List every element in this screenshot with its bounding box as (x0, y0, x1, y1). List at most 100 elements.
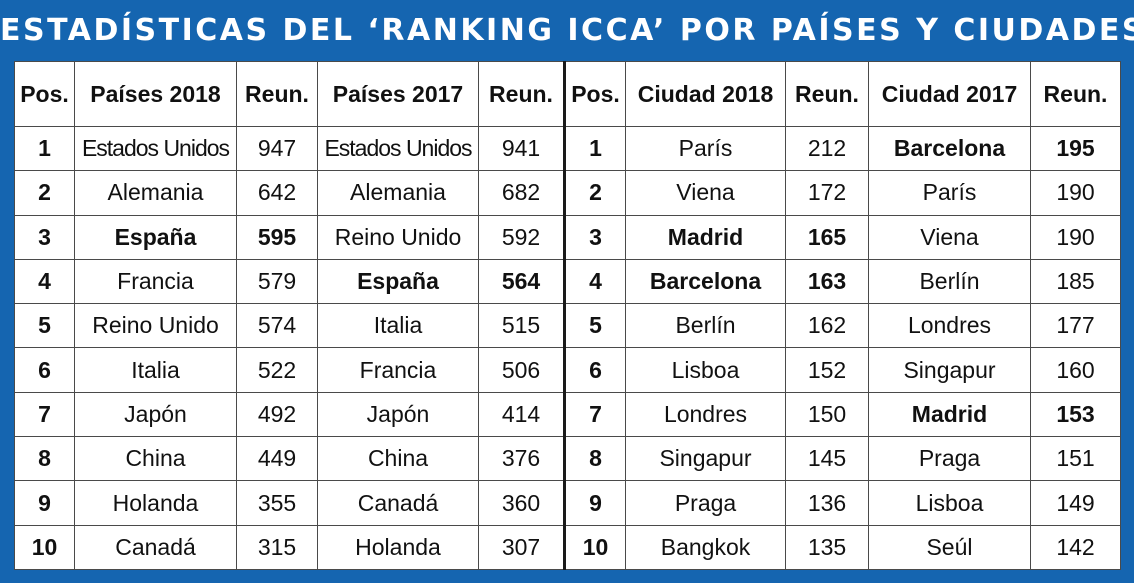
cell-reun-ciudad-2018: 152 (785, 347, 869, 393)
cell-ciudad-2018: Lisboa (625, 347, 786, 393)
cell-pos-ciudad: 10 (564, 524, 626, 571)
cell-pos-ciudad: 7 (564, 391, 626, 438)
cell-pos-ciudad: 1 (564, 125, 626, 172)
cell-ciudad-2018: Londres (625, 391, 786, 438)
cell-pos: 3 (14, 214, 75, 260)
table-row: 7 Japón 492 Japón 414 7 Londres 150 Madr… (14, 391, 1121, 438)
cell-pos: 4 (14, 258, 75, 305)
cell-reun-ciudad-2017: 149 (1030, 480, 1121, 526)
cell-pais-2017: Alemania (317, 170, 479, 216)
cell-reun-pais-2017: 592 (478, 214, 566, 260)
cell-reun-pais-2018: 492 (236, 391, 318, 438)
cell-pos-ciudad: 3 (564, 214, 626, 260)
cell-reun-ciudad-2017: 160 (1030, 347, 1121, 393)
cell-pos: 1 (14, 125, 75, 172)
table-row: 3 España 595 Reino Unido 592 3 Madrid 16… (14, 214, 1121, 260)
cell-pais-2017: Italia (317, 303, 479, 349)
cell-reun-ciudad-2017: 142 (1030, 524, 1121, 571)
cell-ciudad-2017: Viena (868, 214, 1031, 260)
cell-reun-ciudad-2018: 212 (785, 125, 869, 172)
table-row: 9 Holanda 355 Canadá 360 9 Praga 136 Lis… (14, 480, 1121, 526)
cell-pais-2018: Japón (74, 391, 237, 438)
cell-reun-pais-2017: 682 (478, 170, 566, 216)
cell-pos-ciudad: 5 (564, 303, 626, 349)
cell-ciudad-2018: Praga (625, 480, 786, 526)
cell-pos: 7 (14, 391, 75, 438)
table-row: 5 Reino Unido 574 Italia 515 5 Berlín 16… (14, 303, 1121, 349)
cell-reun-pais-2018: 522 (236, 347, 318, 393)
cell-pos-ciudad: 9 (564, 480, 626, 526)
header-pos-ciudades: Pos. (564, 61, 626, 127)
cell-pais-2017: Estados Unidos (317, 125, 479, 172)
cell-pais-2018: Holanda (74, 480, 237, 526)
cell-pais-2017: Reino Unido (317, 214, 479, 260)
cell-ciudad-2017: Barcelona (868, 125, 1031, 172)
table-row: 8 China 449 China 376 8 Singapur 145 Pra… (14, 436, 1121, 482)
cell-reun-ciudad-2018: 135 (785, 524, 869, 571)
cell-pais-2017: China (317, 436, 479, 482)
cell-reun-pais-2018: 449 (236, 436, 318, 482)
cell-reun-ciudad-2017: 177 (1030, 303, 1121, 349)
cell-ciudad-2018: Barcelona (625, 258, 786, 305)
cell-pos: 9 (14, 480, 75, 526)
cell-reun-pais-2017: 376 (478, 436, 566, 482)
header-pos: Pos. (14, 61, 75, 127)
cell-ciudad-2017: Singapur (868, 347, 1031, 393)
cell-ciudad-2017: Lisboa (868, 480, 1031, 526)
cell-reun-pais-2018: 579 (236, 258, 318, 305)
cell-reun-ciudad-2017: 185 (1030, 258, 1121, 305)
cell-reun-pais-2017: 941 (478, 125, 566, 172)
cell-reun-pais-2017: 515 (478, 303, 566, 349)
cell-pos-ciudad: 6 (564, 347, 626, 393)
table-row: 4 Francia 579 España 564 4 Barcelona 163… (14, 258, 1121, 305)
cell-pais-2018: Canadá (74, 524, 237, 571)
cell-reun-ciudad-2017: 190 (1030, 214, 1121, 260)
header-reun-paises-2017: Reun. (478, 61, 566, 127)
cell-reun-ciudad-2018: 165 (785, 214, 869, 260)
cell-reun-pais-2018: 947 (236, 125, 318, 172)
ranking-table-panel: Pos. Países 2018 Reun. Países 2017 Reun.… (14, 61, 1121, 571)
cell-ciudad-2017: Seúl (868, 524, 1031, 571)
cell-pos: 8 (14, 436, 75, 482)
cell-pos: 6 (14, 347, 75, 393)
header-reun-paises-2018: Reun. (236, 61, 318, 127)
cell-reun-pais-2018: 315 (236, 524, 318, 571)
cell-reun-ciudad-2018: 150 (785, 391, 869, 438)
ranking-table: Pos. Países 2018 Reun. Países 2017 Reun.… (14, 61, 1121, 571)
cell-pais-2017: España (317, 258, 479, 305)
cell-reun-ciudad-2018: 162 (785, 303, 869, 349)
cell-reun-ciudad-2017: 151 (1030, 436, 1121, 482)
cell-pais-2018: China (74, 436, 237, 482)
cell-pais-2018: Italia (74, 347, 237, 393)
cell-reun-ciudad-2018: 163 (785, 258, 869, 305)
cell-ciudad-2018: Viena (625, 170, 786, 216)
cell-reun-pais-2017: 307 (478, 524, 566, 571)
cell-reun-ciudad-2017: 153 (1030, 391, 1121, 438)
cell-pos: 2 (14, 170, 75, 216)
cell-ciudad-2017: París (868, 170, 1031, 216)
cell-ciudad-2018: Singapur (625, 436, 786, 482)
cell-reun-ciudad-2018: 136 (785, 480, 869, 526)
cell-pais-2017: Canadá (317, 480, 479, 526)
cell-ciudad-2018: Madrid (625, 214, 786, 260)
cell-reun-ciudad-2018: 145 (785, 436, 869, 482)
cell-pais-2018: Francia (74, 258, 237, 305)
cell-pais-2018: Reino Unido (74, 303, 237, 349)
cell-ciudad-2018: Berlín (625, 303, 786, 349)
cell-ciudad-2017: Praga (868, 436, 1031, 482)
cell-pais-2018: Estados Unidos (74, 125, 237, 172)
header-ciudad-2018: Ciudad 2018 (625, 61, 786, 127)
table-row: 6 Italia 522 Francia 506 6 Lisboa 152 Si… (14, 347, 1121, 393)
cell-reun-ciudad-2018: 172 (785, 170, 869, 216)
cell-reun-pais-2017: 414 (478, 391, 566, 438)
cell-ciudad-2017: Madrid (868, 391, 1031, 438)
cell-reun-pais-2018: 642 (236, 170, 318, 216)
header-reun-ciudad-2017: Reun. (1030, 61, 1121, 127)
cell-pais-2018: España (74, 214, 237, 260)
cell-pos: 5 (14, 303, 75, 349)
cell-pos-ciudad: 2 (564, 170, 626, 216)
cell-pos-ciudad: 8 (564, 436, 626, 482)
cell-reun-pais-2017: 506 (478, 347, 566, 393)
cell-reun-pais-2018: 595 (236, 214, 318, 260)
header-paises-2017: Países 2017 (317, 61, 479, 127)
